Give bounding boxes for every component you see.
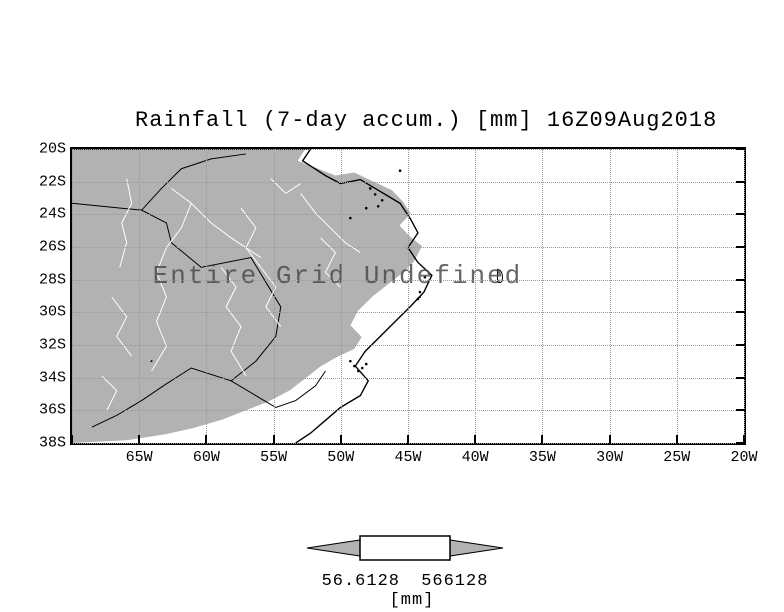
xtick-3[interactable]: 50W	[327, 449, 354, 466]
ytick-0[interactable]: 20S	[39, 141, 66, 158]
xtick-4[interactable]: 45W	[394, 449, 421, 466]
ytick-8[interactable]: 36S	[39, 402, 66, 419]
xtick-7[interactable]: 30W	[596, 449, 623, 466]
xtick-0[interactable]: 65W	[126, 449, 153, 466]
ytick-2[interactable]: 24S	[39, 206, 66, 223]
legend-value-label: 56.6128 566128 [mm]	[300, 572, 510, 610]
xtick-1[interactable]: 60W	[193, 449, 220, 466]
scale-bar-icon	[305, 528, 505, 568]
ytick-6[interactable]: 32S	[39, 336, 66, 353]
xtick-8[interactable]: 25W	[663, 449, 690, 466]
ytick-5[interactable]: 30S	[39, 304, 66, 321]
page-title: Rainfall (7-day accum.) [mm] 16Z09Aug201…	[135, 108, 717, 133]
ytick-1[interactable]: 22S	[39, 173, 66, 190]
xtick-9[interactable]: 20W	[730, 449, 757, 466]
rainfall-map-plot: Entire Grid Undefined 20S 22S 24S 26S 28…	[70, 147, 746, 445]
xtick-2[interactable]: 55W	[260, 449, 287, 466]
ytick-9[interactable]: 38S	[39, 435, 66, 452]
xtick-5[interactable]: 40W	[462, 449, 489, 466]
ytick-4[interactable]: 28S	[39, 271, 66, 288]
entire-grid-undefined-label: Entire Grid Undefined	[153, 261, 523, 291]
rainfall-scale-legend: 56.6128 566128 [mm]	[300, 528, 510, 610]
ytick-3[interactable]: 26S	[39, 238, 66, 255]
ytick-7[interactable]: 34S	[39, 369, 66, 386]
xtick-6[interactable]: 35W	[529, 449, 556, 466]
